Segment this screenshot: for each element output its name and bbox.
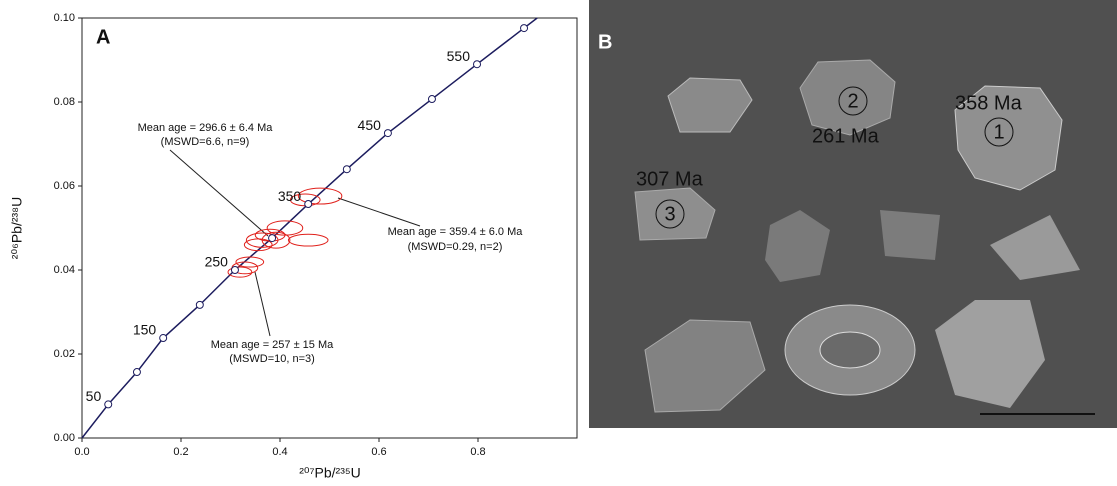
grain — [990, 215, 1080, 280]
grain-core — [819, 331, 881, 369]
annotation: Mean age = 359.4 ± 6.0 Ma — [388, 226, 524, 238]
grain — [765, 210, 830, 282]
annotation: Mean age = 296.6 ± 6.4 Ma — [138, 122, 274, 134]
annotation: (MSWD=6.6, n=9) — [161, 136, 250, 148]
annotations: Mean age = 296.6 ± 6.4 Ma (MSWD=6.6, n=9… — [138, 122, 524, 365]
age-point — [104, 400, 113, 409]
grain-number: 1 — [993, 121, 1004, 143]
age-point — [383, 129, 392, 138]
grain-age: 307 Ma — [636, 168, 704, 190]
x-tick-label: 0.0 — [74, 446, 89, 458]
age-point — [342, 165, 351, 174]
x-tick-label: 0.6 — [371, 446, 386, 458]
grain — [880, 210, 940, 260]
error-ellipse — [297, 187, 343, 205]
grain — [634, 187, 716, 241]
cl-image: B 358 Ma 1 261 Ma 2 307 Ma 3 — [589, 0, 1117, 428]
panel-label: B — [598, 31, 612, 53]
age-label: 150 — [133, 322, 157, 338]
y-tick-label: 0.04 — [54, 264, 75, 276]
concordia-extension — [81, 403, 109, 439]
age-point — [427, 95, 436, 104]
age-point — [159, 334, 168, 343]
age-point — [195, 300, 204, 309]
grain-number: 3 — [664, 203, 675, 225]
annotation: (MSWD=10, n=3) — [229, 353, 315, 365]
annotation: (MSWD=0.29, n=2) — [408, 241, 503, 253]
grain-number: 2 — [847, 90, 858, 112]
leader-line — [254, 271, 271, 337]
grain-marker — [655, 199, 685, 229]
age-label: 250 — [205, 254, 229, 270]
error-ellipse — [287, 233, 329, 247]
grain — [799, 59, 896, 136]
x-tick-label: 0.4 — [272, 446, 287, 458]
age-point — [304, 200, 313, 209]
age-label: 350 — [278, 188, 302, 204]
age-label: 550 — [447, 48, 471, 64]
plot-frame — [81, 17, 578, 439]
error-ellipse — [266, 220, 304, 236]
error-ellipse — [243, 238, 273, 252]
annotation: Mean age = 257 ± 15 Ma — [211, 339, 334, 351]
panel-label: A — [96, 26, 110, 48]
y-tick-label: 0.02 — [54, 348, 75, 360]
x-axis-label: ²⁰⁷Pb/²³⁵U — [299, 465, 361, 481]
error-ellipse — [261, 231, 291, 249]
age-label: 50 — [86, 388, 102, 404]
y-tick-label: 0.06 — [54, 180, 75, 192]
y-tick-label: 0.00 — [54, 432, 75, 444]
grain — [667, 77, 753, 133]
grain-age: 261 Ma — [812, 125, 880, 147]
error-ellipse — [227, 266, 253, 278]
y-tick-label: 0.08 — [54, 96, 75, 108]
y-axis-label: ²⁰⁶Pb/²³⁸U — [9, 197, 25, 259]
error-ellipse — [235, 256, 265, 268]
grain — [644, 319, 766, 413]
leader-line — [169, 149, 269, 237]
age-label: 450 — [358, 117, 382, 133]
x-tick-label: 0.2 — [173, 446, 188, 458]
x-tick-label: 0.8 — [470, 446, 485, 458]
age-point — [268, 234, 277, 243]
age-point — [132, 368, 141, 377]
age-point — [230, 266, 239, 274]
grain-marker — [984, 117, 1014, 147]
age-point — [520, 24, 529, 33]
error-ellipse — [245, 232, 279, 248]
age-point — [473, 60, 482, 69]
grain — [954, 85, 1063, 191]
y-tick-label: 0.10 — [54, 12, 75, 24]
leader-line — [337, 197, 421, 227]
grain-age: 358 Ma — [955, 92, 1023, 114]
grain-marker — [838, 86, 868, 116]
grain — [935, 300, 1045, 408]
